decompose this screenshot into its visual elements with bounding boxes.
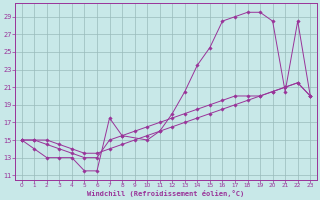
X-axis label: Windchill (Refroidissement éolien,°C): Windchill (Refroidissement éolien,°C): [87, 190, 244, 197]
